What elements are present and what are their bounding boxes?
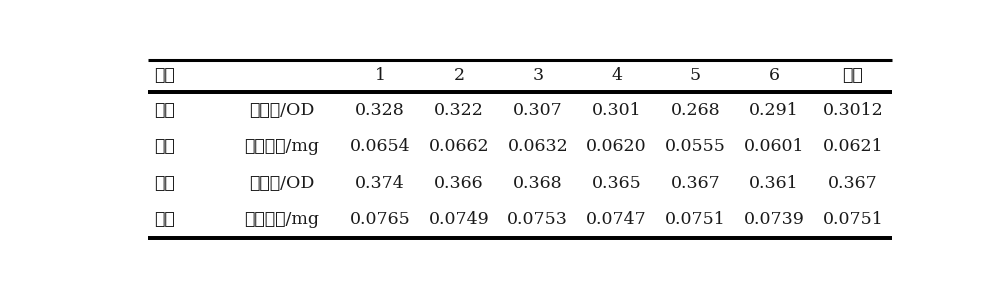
Text: 0.0601: 0.0601: [744, 138, 804, 155]
Text: 平均: 平均: [842, 67, 863, 84]
Text: 2: 2: [453, 67, 465, 84]
Text: 传统: 传统: [154, 102, 175, 119]
Text: 0.0765: 0.0765: [350, 211, 411, 228]
Text: 0.366: 0.366: [434, 175, 484, 192]
Text: 吸光值/OD: 吸光值/OD: [249, 102, 314, 119]
Text: 0.0753: 0.0753: [507, 211, 568, 228]
Text: 1: 1: [375, 67, 386, 84]
Text: 编号: 编号: [154, 67, 175, 84]
Text: 固相: 固相: [154, 175, 175, 192]
Text: 0.307: 0.307: [513, 102, 563, 119]
Text: 0.0739: 0.0739: [744, 211, 805, 228]
Text: 0.0662: 0.0662: [429, 138, 489, 155]
Text: 0.0749: 0.0749: [429, 211, 489, 228]
Text: 0.268: 0.268: [670, 102, 720, 119]
Text: 0.0654: 0.0654: [350, 138, 411, 155]
Text: 0.374: 0.374: [355, 175, 405, 192]
Text: 0.361: 0.361: [749, 175, 799, 192]
Text: 0.0555: 0.0555: [665, 138, 726, 155]
Text: 皂苷含量/mg: 皂苷含量/mg: [244, 211, 319, 228]
Text: 方法: 方法: [154, 138, 175, 155]
Text: 0.0751: 0.0751: [822, 211, 883, 228]
Text: 0.328: 0.328: [355, 102, 405, 119]
Text: 0.0747: 0.0747: [586, 211, 647, 228]
Text: 萃取: 萃取: [154, 211, 175, 228]
Text: 6: 6: [769, 67, 780, 84]
Text: 吸光值/OD: 吸光值/OD: [249, 175, 314, 192]
Text: 0.365: 0.365: [592, 175, 641, 192]
Text: 0.367: 0.367: [670, 175, 720, 192]
Text: 0.368: 0.368: [513, 175, 563, 192]
Text: 0.367: 0.367: [828, 175, 878, 192]
Text: 0.0751: 0.0751: [665, 211, 726, 228]
Text: 0.0621: 0.0621: [823, 138, 883, 155]
Text: 0.291: 0.291: [749, 102, 799, 119]
Text: 5: 5: [690, 67, 701, 84]
Text: 0.0620: 0.0620: [586, 138, 647, 155]
Text: 4: 4: [611, 67, 622, 84]
Text: 0.322: 0.322: [434, 102, 484, 119]
Text: 皂苷含量/mg: 皂苷含量/mg: [244, 138, 319, 155]
Text: 3: 3: [532, 67, 543, 84]
Text: 0.3012: 0.3012: [822, 102, 883, 119]
Text: 0.301: 0.301: [592, 102, 641, 119]
Text: 0.0632: 0.0632: [507, 138, 568, 155]
